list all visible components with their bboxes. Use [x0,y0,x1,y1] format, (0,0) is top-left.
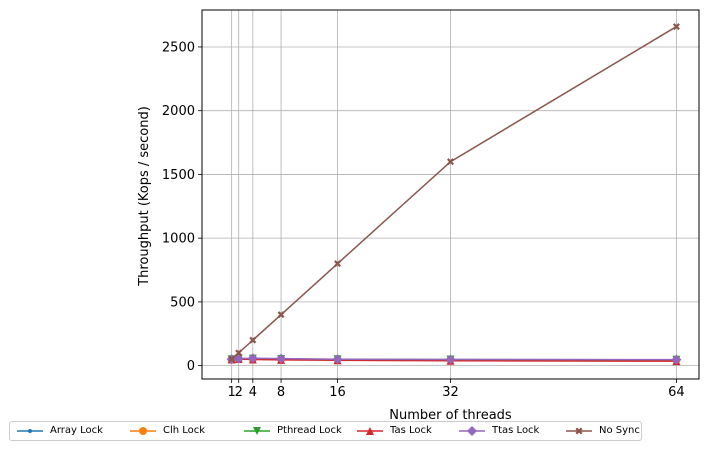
x-axis-label: Number of threads [389,408,512,423]
legend-marker [575,427,583,435]
legend-swatch [130,427,156,435]
legend-label: Tas Lock [390,425,432,436]
legend-swatch [357,427,383,435]
data-point [332,354,343,365]
data-point [228,355,236,363]
series-line [231,25,677,360]
data-point [445,354,456,365]
grid-lines [202,10,699,379]
data-point [247,353,258,364]
x-tick-label: 4 [249,385,257,400]
data-point [672,23,680,31]
legend: Array Lock Clh Lock Pthread Lock Tas Lock Tt… [9,421,642,441]
data-point [249,336,257,344]
y-tick-label: 1500 [162,168,195,183]
x-tick-label: 1 [228,385,236,400]
data-point [447,158,454,166]
y-axis-label: Throughput (Kops / second) [137,106,152,287]
x-tick-label: 32 [442,385,459,400]
series-ttas-lock [226,353,682,365]
legend-swatch [459,426,485,436]
legend-swatch [566,427,592,435]
y-tick-label: 1000 [162,232,195,247]
legend-swatch [17,429,43,433]
data-point [277,311,285,319]
data-point [671,354,682,365]
data-point [235,349,243,357]
legend-label: Array Lock [50,425,103,436]
series-layer [226,23,682,366]
legend-label: Ttas Lock [492,425,540,436]
legend-label: No Sync [599,425,640,436]
y-tick-label: 2000 [162,104,195,119]
x-tick-label: 64 [668,385,685,400]
legend-swatch [244,427,270,435]
legend-marker [366,427,374,435]
y-tick-label: 500 [170,295,195,310]
legend-label: Pthread Lock [277,425,342,436]
legend-marker [139,427,147,435]
x-tick-label: 16 [329,385,346,400]
y-tick-label: 2500 [162,40,195,55]
legend-marker [253,427,261,435]
x-tick-label: 8 [277,385,285,400]
legend-marker [28,429,32,433]
x-tick-label: 2 [235,385,243,400]
y-tick-label: 0 [187,359,195,374]
legend-label: Clh Lock [163,425,206,436]
series-no-sync [228,23,680,363]
axes: 12 4 8 16 32 64 0 500 1000 1500 2000 2500 [162,40,685,400]
data-point [334,260,342,268]
data-point [276,353,287,364]
legend-marker [467,426,477,436]
